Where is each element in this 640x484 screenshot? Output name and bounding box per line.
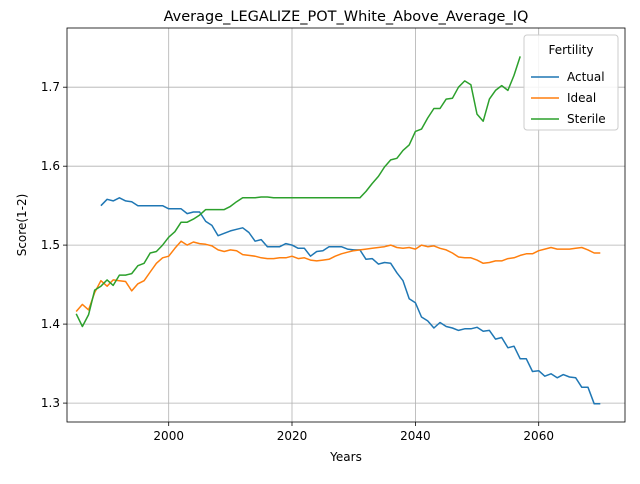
series-line-sterile bbox=[75, 56, 521, 328]
series-group bbox=[75, 56, 601, 405]
legend-box bbox=[523, 34, 619, 131]
y-tick-label: 1.6 bbox=[41, 159, 60, 173]
x-tick-label: 2020 bbox=[277, 429, 308, 443]
y-tick-label: 1.7 bbox=[41, 80, 60, 94]
plot-area-frame bbox=[66, 27, 626, 423]
legend-title: Fertility bbox=[548, 43, 593, 57]
x-tick-label: 2060 bbox=[523, 429, 554, 443]
y-axis-ticks: 1.3 1.4 1.5 1.6 1.7 bbox=[41, 80, 67, 410]
x-axis-label: Years bbox=[329, 450, 362, 464]
y-tick-label: 1.3 bbox=[41, 396, 60, 410]
chart-title: Average_LEGALIZE_POT_White_Above_Average… bbox=[164, 9, 529, 25]
x-tick-label: 2000 bbox=[153, 429, 184, 443]
x-tick-label: 2040 bbox=[400, 429, 431, 443]
x-axis-ticks: 2000 2020 2040 2060 bbox=[153, 422, 554, 443]
legend: Fertility Actual Ideal Sterile bbox=[523, 34, 619, 131]
y-tick-label: 1.4 bbox=[41, 317, 60, 331]
series-line-ideal bbox=[75, 240, 601, 312]
y-tick-label: 1.5 bbox=[41, 238, 60, 252]
legend-label-ideal: Ideal bbox=[567, 91, 596, 105]
legend-label-actual: Actual bbox=[567, 70, 605, 84]
y-axis-label: Score(1-2) bbox=[15, 194, 29, 257]
legend-label-sterile: Sterile bbox=[567, 112, 606, 126]
series-line-actual bbox=[100, 197, 601, 405]
legend-items: Actual Ideal Sterile bbox=[531, 70, 606, 126]
